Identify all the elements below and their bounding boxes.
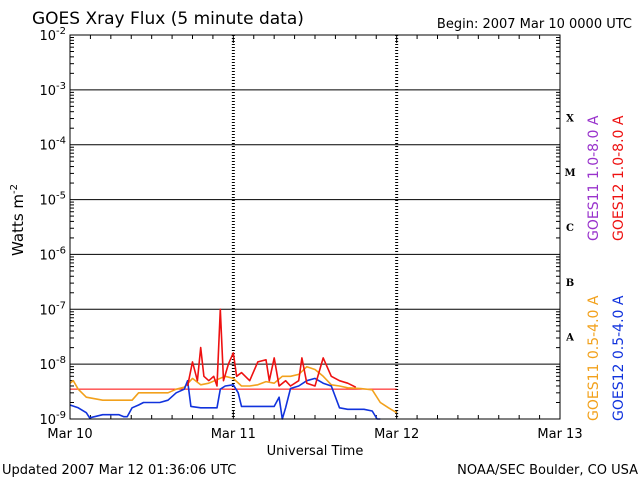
y-tick-exponent: -2 [56,26,66,37]
y-tick-labels: 10-210-310-410-510-610-710-810-9 [39,26,66,428]
y-tick-base: 10 [39,358,56,373]
flare-class-labels: X M C B A [564,113,575,343]
y-tick-exponent: -8 [56,355,66,366]
y-tick-exponent: -5 [56,191,66,202]
y-tick-base: 10 [39,139,56,154]
x-tick-label: Mar 11 [211,427,256,442]
y-axis-label-exponent: -2 [9,184,20,194]
plot-frame [69,34,561,420]
legend-entry: GOES11 1.0-8.0 A [586,115,602,241]
x-axis-label: Universal Time [267,444,364,459]
y-tick-exponent: -6 [56,245,66,256]
legend-entry: GOES11 0.5-4.0 A [586,295,602,421]
y-tick-base: 10 [39,248,56,263]
y-tick-label: 10-5 [39,191,66,209]
flare-class-label: X [566,113,574,124]
flare-class-label: A [565,333,574,344]
x-tick-label: Mar 13 [537,427,582,442]
y-tick-base: 10 [39,303,56,318]
x-tick-labels: Mar 10 Mar 11 Mar 12 Mar 13 [47,427,582,442]
marks-layer [69,308,398,420]
grid-layer [69,35,561,419]
x-tick-label: Mar 12 [374,427,419,442]
legend: GOES11 1.0-8.0 A GOES12 1.0-8.0 A GOES11 0… [586,115,627,421]
begin-label: Begin: 2007 Mar 10 0000 UTC [437,17,632,32]
legend-entry: GOES12 1.0-8.0 A [611,115,627,241]
x-tick-label: Mar 10 [47,427,92,442]
y-axis-label: Watts m-2 [9,184,27,256]
series-line-1 [69,377,381,420]
flare-class-label: B [566,278,574,289]
y-axis-label-text: Watts m [9,194,27,256]
y-tick-label: 10-8 [39,355,66,373]
y-tick-label: 10-7 [39,300,66,318]
y-tick-label: 10-4 [39,136,66,154]
y-tick-base: 10 [39,84,56,99]
y-tick-base: 10 [39,29,56,44]
y-tick-label: 10-3 [39,81,66,99]
flare-class-label: C [566,223,574,234]
y-tick-exponent: -9 [56,410,66,421]
flare-class-label: M [564,168,575,179]
y-tick-label: 10-9 [39,410,66,428]
y-tick-label: 10-6 [39,245,66,263]
y-tick-base: 10 [39,194,56,209]
y-tick-exponent: -7 [56,300,66,311]
credit-label: NOAA/SEC Boulder, CO USA [457,463,638,478]
chart-title: GOES Xray Flux (5 minute data) [32,9,304,29]
legend-entry: GOES12 0.5-4.0 A [611,295,627,421]
y-tick-exponent: -3 [56,81,66,92]
updated-label: Updated 2007 Mar 12 01:36:06 UTC [2,463,236,478]
series-line-2 [186,308,357,388]
y-tick-base: 10 [39,413,56,428]
y-tick-label: 10-2 [39,26,66,44]
series-line-0 [69,365,398,414]
y-tick-exponent: -4 [56,136,66,147]
